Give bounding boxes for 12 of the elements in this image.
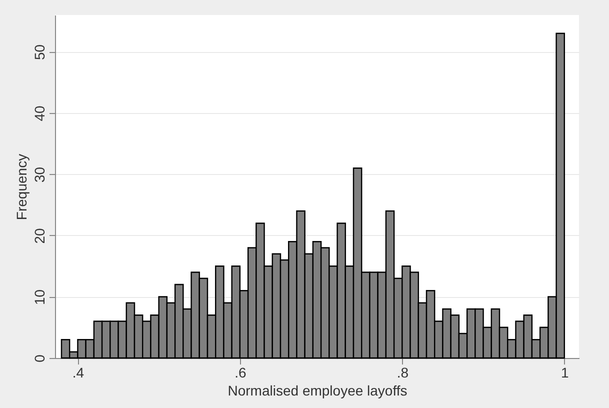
y-tick-label: 40 [32, 106, 48, 122]
x-tick-label: 1 [561, 364, 569, 380]
y-tick-label: 50 [32, 44, 48, 60]
y-tick-label: 30 [32, 166, 48, 183]
x-tick-label: .6 [234, 364, 246, 380]
x-tick-label: .4 [72, 364, 84, 380]
y-tick-label: 0 [32, 354, 48, 362]
x-tick-label: .8 [396, 364, 409, 380]
y-axis-title: Frequency [14, 154, 30, 220]
y-tick-label: 20 [32, 228, 48, 244]
y-tick-label: 10 [32, 289, 48, 306]
x-axis-title: Normalised employee layoffs [228, 382, 408, 398]
